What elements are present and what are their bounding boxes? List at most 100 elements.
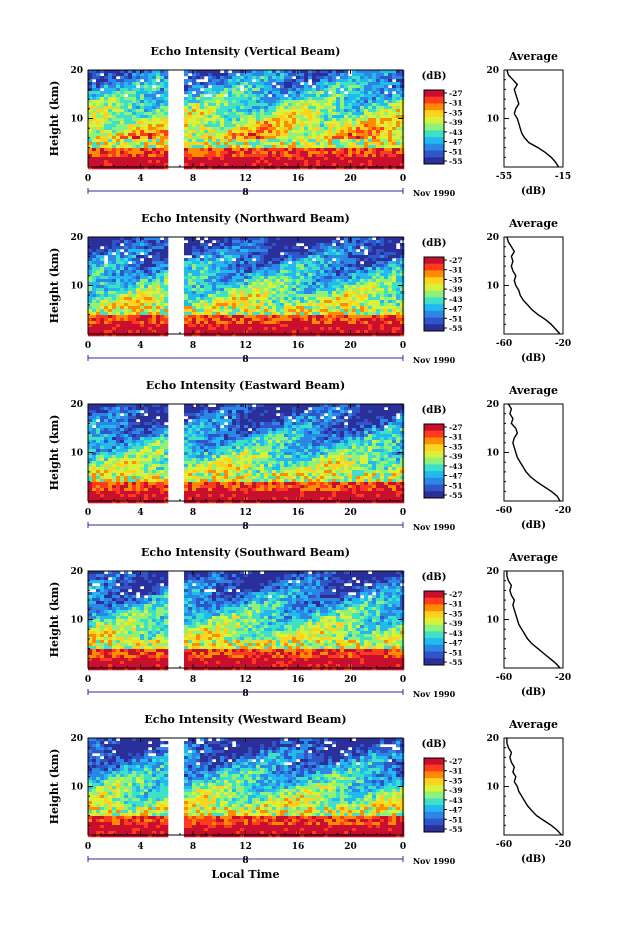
heat-cell — [400, 243, 405, 247]
heat-cell — [244, 85, 249, 89]
heat-cell — [380, 255, 385, 259]
heat-cell — [288, 291, 293, 295]
heat-cell — [164, 315, 169, 319]
heat-cell — [156, 139, 161, 143]
heat-cell — [276, 100, 281, 104]
heat-cell — [400, 127, 405, 131]
heat-cell — [116, 70, 121, 74]
heat-cell — [384, 106, 389, 110]
heat-cell — [200, 330, 205, 334]
heat-cell — [220, 157, 225, 161]
heat-cell — [376, 124, 381, 128]
heat-cell — [140, 142, 145, 146]
heat-cell — [384, 333, 389, 337]
heat-cell — [108, 112, 113, 116]
heat-cell — [208, 166, 213, 170]
heat-cell — [156, 145, 161, 149]
heat-cell — [400, 309, 405, 313]
heat-cell — [292, 94, 297, 98]
heat-cell — [236, 300, 241, 304]
heat-cell — [292, 82, 297, 86]
heat-cell — [396, 240, 401, 244]
heat-cell — [92, 240, 97, 244]
heat-cell — [92, 139, 97, 143]
heat-cell — [340, 79, 345, 83]
heat-cell — [136, 264, 141, 268]
heat-cell — [260, 237, 265, 241]
heat-cell — [304, 249, 309, 253]
heat-cell — [300, 330, 305, 334]
heat-cell — [196, 297, 201, 301]
heat-cell — [348, 243, 353, 247]
heat-cell — [276, 306, 281, 310]
heat-cell — [164, 327, 169, 331]
heat-cell — [164, 145, 169, 149]
heat-cell — [400, 312, 405, 316]
heat-cell — [332, 139, 337, 143]
heat-cell — [96, 288, 101, 292]
heat-cell — [356, 252, 361, 256]
heat-cell — [304, 303, 309, 307]
heat-cell — [96, 297, 101, 301]
heat-cell — [204, 321, 209, 325]
heat-cell — [188, 270, 193, 274]
heat-cell — [380, 100, 385, 104]
heat-cell — [272, 279, 277, 283]
heat-cell — [324, 273, 329, 277]
heat-cell — [356, 273, 361, 277]
heat-cell — [284, 315, 289, 319]
heat-cell — [208, 139, 213, 143]
heat-cell — [144, 255, 149, 259]
heat-cell — [184, 258, 189, 262]
heat-cell — [296, 166, 301, 170]
heat-cell — [360, 243, 365, 247]
heat-cell — [328, 315, 333, 319]
heat-cell — [272, 163, 277, 167]
heat-cell — [256, 300, 261, 304]
heat-cell — [268, 88, 273, 92]
heat-cell — [100, 327, 105, 331]
heat-cell — [376, 273, 381, 277]
heat-cell — [196, 97, 201, 101]
heat-cell — [136, 97, 141, 101]
heat-cell — [396, 255, 401, 259]
heat-cell — [140, 118, 145, 122]
heat-cell — [288, 327, 293, 331]
heat-cell — [260, 112, 265, 116]
heat-cell — [120, 142, 125, 146]
heat-cell — [240, 240, 245, 244]
heat-cell — [348, 139, 353, 143]
heat-cell — [244, 109, 249, 113]
heat-cell — [364, 330, 369, 334]
heat-cell — [116, 312, 121, 316]
heat-cell — [136, 163, 141, 167]
heat-cell — [312, 106, 317, 110]
heat-cell — [288, 300, 293, 304]
heat-cell — [204, 85, 209, 89]
heat-cell — [140, 309, 145, 313]
heat-cell — [256, 112, 261, 116]
heat-cell — [132, 276, 137, 280]
heat-cell — [204, 246, 209, 250]
heat-cell — [356, 312, 361, 316]
heat-cell — [184, 88, 189, 92]
heat-cell — [196, 315, 201, 319]
heat-cell — [192, 282, 197, 286]
heat-cell — [388, 288, 393, 292]
heat-cell — [388, 267, 393, 271]
heat-cell — [356, 85, 361, 89]
heat-cell — [160, 267, 165, 271]
heat-cell — [360, 306, 365, 310]
heat-cell — [132, 300, 137, 304]
heat-cell — [120, 288, 125, 292]
heat-cell — [252, 261, 257, 265]
heat-cell — [280, 121, 285, 125]
heat-cell — [400, 160, 405, 164]
heat-cell — [140, 294, 145, 298]
heat-cell — [264, 255, 269, 259]
heat-cell — [196, 267, 201, 271]
heat-cell — [304, 327, 309, 331]
heat-cell — [144, 154, 149, 158]
heat-cell — [112, 100, 117, 104]
heat-cell — [316, 240, 321, 244]
